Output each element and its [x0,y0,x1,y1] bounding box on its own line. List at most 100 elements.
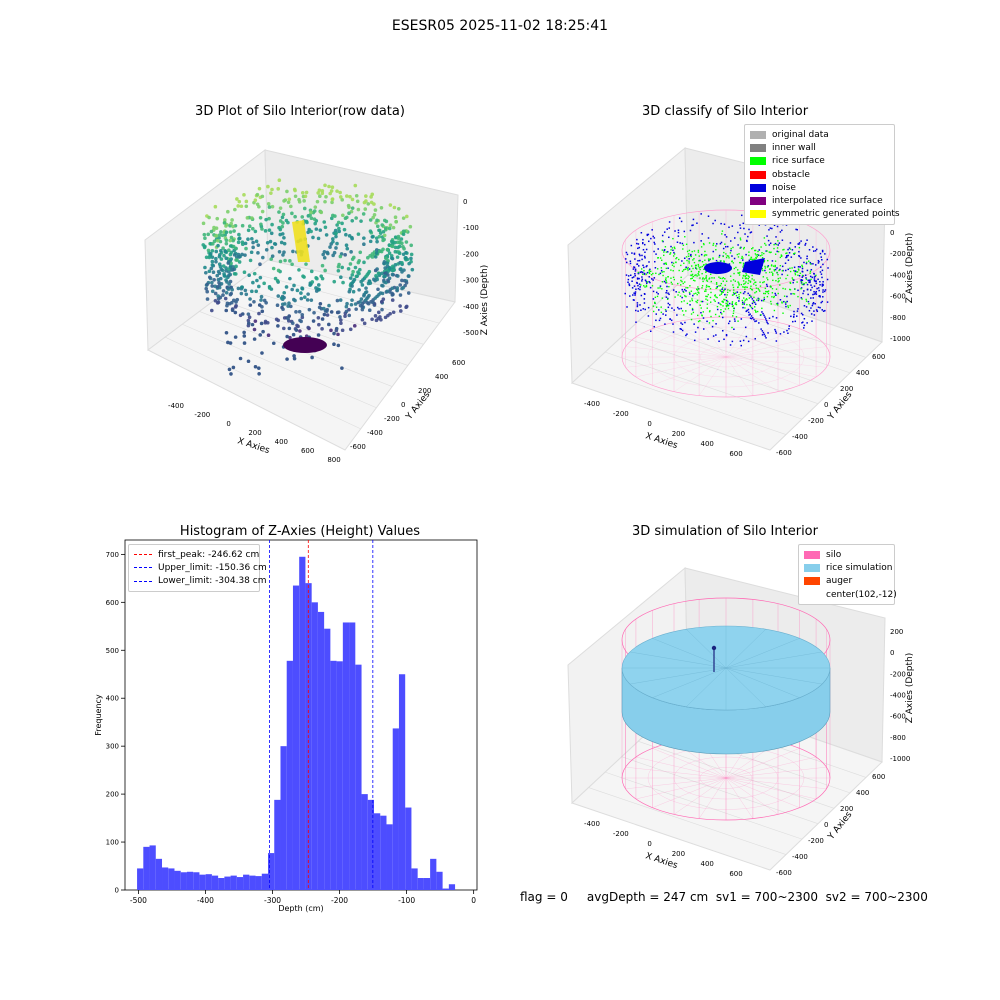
noise-point [667,306,670,309]
grid-line [621,336,819,404]
data-point [294,328,299,332]
noise-point [811,276,814,279]
noise-point [683,257,686,260]
noise-point [653,277,656,279]
noise-point [746,240,748,243]
data-point [280,224,285,229]
data-point [244,292,249,297]
rice-surface-point [737,320,739,322]
noise-point [787,268,789,271]
noise-point [793,266,796,269]
data-point [240,223,245,228]
data-point [395,288,399,292]
rice-surface-point [672,237,674,240]
rice-surface-point [762,300,765,302]
rice-surface-point [732,279,735,281]
data-point [209,229,214,234]
data-point [222,253,226,258]
noise-point [803,317,806,320]
noise-point [813,276,816,278]
data-point [373,268,378,273]
x-tick-label: 400 [701,860,714,868]
noise-point [632,276,635,278]
rice-surface-point [702,242,705,245]
data-point [330,185,335,189]
rice-surface-point [725,304,728,307]
rice-surface-point [695,268,698,270]
data-point [233,310,238,315]
noise-point [635,242,638,245]
data-point [312,209,317,213]
rice-surface-point [673,246,676,248]
data-point [227,367,232,372]
rice-surface-point [685,310,687,312]
rice-surface-point [746,286,748,289]
noise-point [637,259,639,262]
legend-swatch [750,183,766,192]
rice-surface-point [663,270,665,273]
noise-point [797,308,799,310]
rice-surface-point [720,309,722,311]
rice-surface-point [777,281,779,283]
noise-point [806,288,809,291]
noise-point [653,237,656,239]
data-point [383,271,387,276]
data-point [283,198,288,202]
rice-surface-point [737,256,740,258]
data-point [404,255,408,260]
data-point [240,252,244,257]
rice-surface-point [684,295,686,297]
rice-surface-point [712,258,714,260]
data-point [257,204,261,209]
data-point [338,315,342,319]
noise-point [812,246,814,248]
data-point [335,298,340,303]
data-point [338,195,343,199]
rice-surface-point [716,296,718,299]
data-point [242,334,247,338]
noise-point [665,310,667,312]
data-point [260,227,264,231]
noise-point [632,299,635,301]
data-point [293,188,297,193]
noise-point [662,313,664,315]
data-point [224,238,229,243]
rice-surface-point [761,307,763,310]
noise-point [745,239,748,242]
noise-point [781,273,783,276]
rice-surface-point [773,269,775,271]
histogram-bar [380,815,387,890]
data-point [260,351,264,355]
data-point [398,304,402,308]
rice-surface-point [792,278,794,281]
histogram-ytick-label: 200 [106,791,119,799]
noise-point [800,257,802,259]
rice-surface-point [724,243,726,245]
data-point [384,256,388,261]
rice-surface-point [695,292,697,295]
rice-surface-point [666,298,669,301]
rice-surface-point [750,256,753,259]
data-point [223,274,227,278]
histogram-bar [180,872,187,890]
rice-surface-point [789,248,792,250]
data-point [332,331,336,336]
data-point [350,284,354,288]
noise-point [685,266,687,269]
rice-surface-point [755,287,758,289]
noise-point [712,250,715,253]
noise-point [728,302,731,305]
noise-point [634,292,637,295]
rice-surface-point [734,303,737,305]
rice-surface-point [721,233,723,235]
rice-surface-point [742,262,745,265]
data-point [314,227,319,231]
data-point [292,283,296,288]
data-point [400,270,404,274]
data-point [338,254,343,259]
noise-point [739,224,741,226]
noise-point [813,290,815,293]
data-point [212,277,216,282]
legend-swatch [750,170,766,179]
rice-mesh-line [629,651,727,669]
